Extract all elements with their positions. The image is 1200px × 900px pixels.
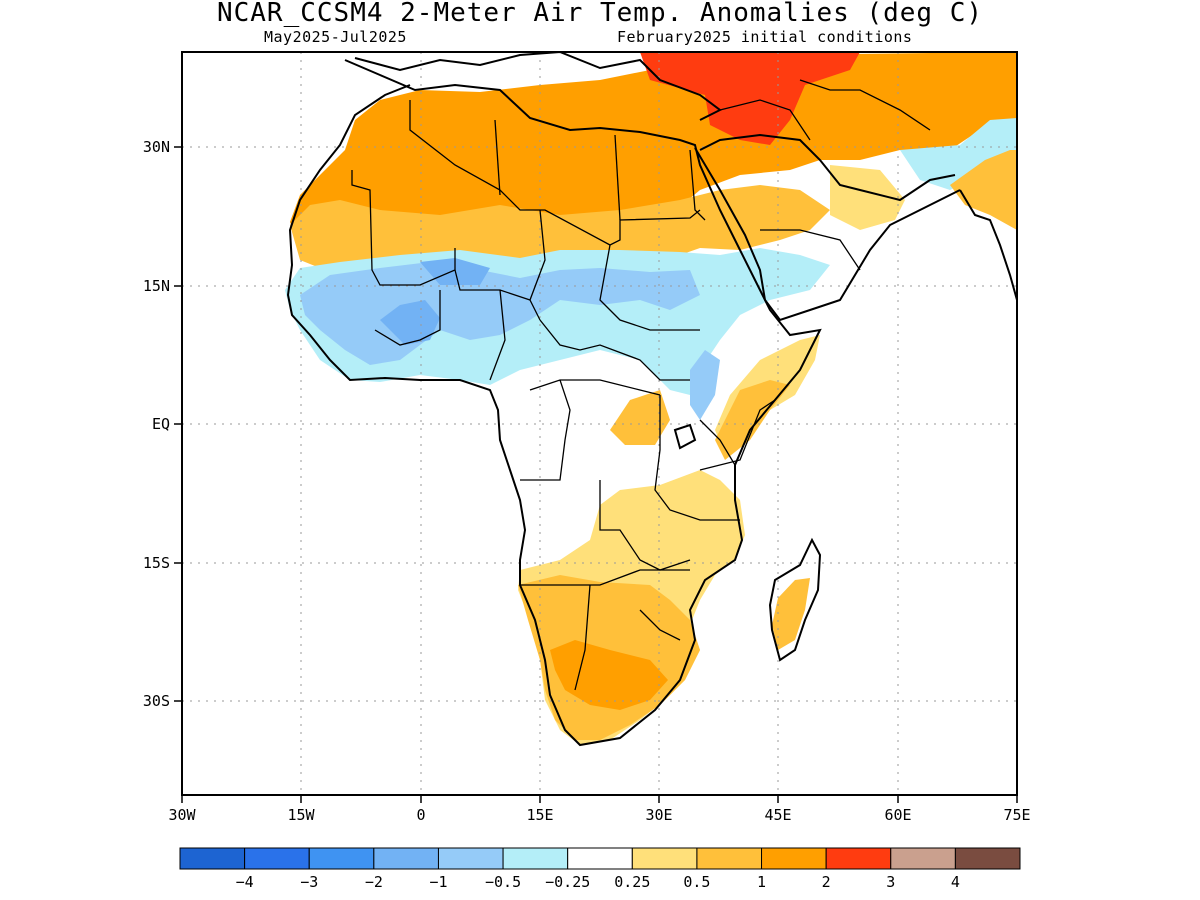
- colorbar-swatch: [631, 847, 698, 870]
- anomaly-region-middle-east-hot: [640, 52, 860, 145]
- colorbar-label: 0.25: [614, 873, 650, 891]
- colorbar-swatch: [437, 847, 504, 870]
- colorbar-swatch: [890, 847, 956, 870]
- lon-label-0: 0: [416, 806, 425, 824]
- europe-coast: [354, 52, 722, 121]
- colorbar-label: −1: [429, 873, 447, 891]
- country-borders: [351, 79, 931, 691]
- lon-label-30e: 30E: [645, 806, 672, 824]
- colorbar-swatch: [696, 847, 763, 870]
- colorbar-label: −2: [365, 873, 383, 891]
- red-sea-coast: [694, 147, 961, 322]
- anomaly-region-north-africa-warm: [290, 52, 1017, 260]
- lon-label-60e: 60E: [884, 806, 911, 824]
- lon-label-45e: 45E: [764, 806, 791, 824]
- lon-labels: 30W 15W 0 15E 30E 45E 60E 75E: [168, 806, 1030, 824]
- colorbar-label: 3: [886, 873, 895, 891]
- lon-label-15w: 15W: [287, 806, 315, 824]
- lat-label-30n: 30N: [143, 138, 170, 156]
- colorbar-label: 2: [822, 873, 831, 891]
- coastlines: [286, 52, 1017, 747]
- initial-conditions: February2025 initial conditions: [617, 28, 913, 46]
- anomaly-region-arabia-mild: [830, 165, 905, 230]
- colorbar-label: −0.25: [545, 873, 590, 891]
- anomaly-region-madagascar-warm: [772, 578, 810, 650]
- grid-lines: [182, 52, 1017, 795]
- anomaly-region-iran-cool: [900, 118, 1017, 190]
- colorbar-swatch: [567, 847, 633, 870]
- colorbar-swatch: [954, 847, 1021, 870]
- lat-label-15s: 15S: [143, 554, 170, 572]
- colorbar-swatch: [502, 847, 569, 870]
- anomaly-region-india-warm: [950, 150, 1017, 230]
- africa-coastline: [286, 59, 822, 747]
- map-title: NCAR_CCSM4 2-Meter Air Temp. Anomalies (…: [216, 0, 984, 28]
- lat-label-eq: EQ: [152, 415, 170, 433]
- colorbar-swatch: [761, 847, 827, 870]
- anomaly-region-ethiopia-cool: [690, 350, 720, 420]
- colorbar-label: −0.5: [485, 873, 521, 891]
- colorbar-swatch: [179, 847, 246, 870]
- colorbar-swatch: [244, 847, 310, 870]
- lon-label-75e: 75E: [1003, 806, 1030, 824]
- colorbar-label: −4: [236, 873, 254, 891]
- lake-victoria: [673, 423, 697, 450]
- lat-label-30s: 30S: [143, 692, 170, 710]
- lon-label-30w: 30W: [168, 806, 196, 824]
- anomaly-region-congo-warm: [610, 390, 670, 445]
- colorbar-label: 0.5: [683, 873, 710, 891]
- anomaly-region-kenya-warm: [715, 380, 790, 460]
- colorbar-label: −3: [300, 873, 318, 891]
- lat-labels: 30N 15N EQ 15S 30S: [143, 138, 170, 710]
- forecast-period: May2025-Jul2025: [264, 28, 407, 46]
- anomaly-shading: [285, 52, 1017, 745]
- colorbar-swatch: [373, 847, 439, 870]
- arabia-coast: [699, 133, 956, 202]
- lon-label-15e: 15E: [526, 806, 553, 824]
- colorbar-swatch: [825, 847, 892, 870]
- colorbar-label: 4: [951, 873, 960, 891]
- india-coast: [959, 189, 1017, 301]
- colorbar-label: 1: [757, 873, 766, 891]
- anomaly-region-south-africa-orange: [550, 640, 668, 710]
- colorbar: −4 −3 −2 −1 −0.5 −0.25 0.25 0.5 1 2 3 4: [179, 847, 1021, 891]
- anomaly-region-guinea-blue: [380, 300, 440, 345]
- tick-marks: [174, 146, 1018, 803]
- lat-label-15n: 15N: [143, 277, 170, 295]
- madagascar-coast: [768, 537, 822, 662]
- colorbar-swatch: [308, 847, 375, 870]
